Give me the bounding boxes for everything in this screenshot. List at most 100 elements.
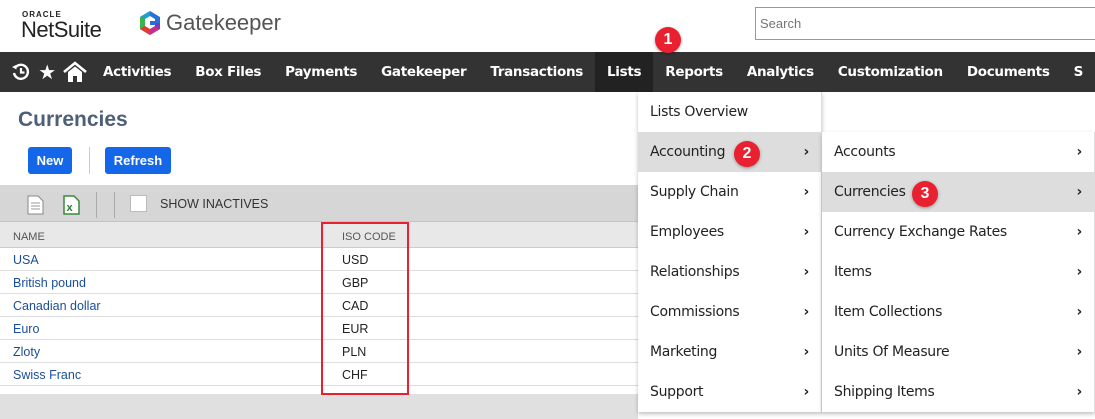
menu-item-label: Accounts (834, 144, 896, 160)
list-toolbar (0, 185, 638, 222)
chevron-right-icon: › (1076, 184, 1083, 200)
menu-item-label: Lists Overview (650, 104, 748, 120)
menu-item-label: Marketing (650, 344, 718, 360)
column-header-name[interactable]: NAME (13, 231, 45, 243)
page-title: Currencies (18, 108, 128, 131)
table-row (0, 248, 638, 271)
recent-icon[interactable] (11, 52, 31, 92)
menu-item-relationships[interactable]: Relationships › (638, 252, 822, 292)
divider (96, 192, 97, 218)
menu-item-lists-overview[interactable]: Lists Overview (638, 92, 822, 132)
step-badge-3: 3 (912, 181, 938, 207)
nav-gatekeeper[interactable]: Gatekeeper (381, 64, 467, 80)
netsuite-logo[interactable]: NetSuite (21, 17, 102, 42)
chevron-right-icon: › (1076, 264, 1083, 280)
chevron-right-icon: › (1076, 304, 1083, 320)
chevron-right-icon: › (803, 224, 810, 240)
menu-item-label: Shipping Items (834, 384, 935, 400)
currency-name-link[interactable]: USA (13, 253, 39, 267)
menu-item-accounts[interactable]: Accounts › (822, 132, 1095, 172)
currency-name-link[interactable]: Zloty (13, 345, 41, 359)
nav-box-files[interactable]: Box Files (195, 64, 262, 80)
home-icon[interactable] (63, 52, 88, 92)
chevron-right-icon: › (803, 344, 810, 360)
show-inactives-label: SHOW INACTIVES (160, 197, 269, 211)
iso-code: EUR (342, 322, 369, 336)
iso-code: PLN (342, 345, 367, 359)
table-row (0, 340, 638, 363)
divider (89, 147, 90, 174)
currency-name-link[interactable]: Euro (13, 322, 40, 336)
menu-item-item-collections[interactable]: Item Collections › (822, 292, 1095, 332)
export-excel-icon[interactable]: x (63, 195, 80, 220)
annotation-highlight-box (321, 222, 409, 395)
chevron-right-icon: › (1076, 224, 1083, 240)
iso-code: GBP (342, 276, 369, 290)
lists-menu: Lists Overview Accounting › Supply Chain › Em… (638, 92, 822, 412)
menu-item-label: Items (834, 264, 872, 280)
menu-item-support[interactable]: Support › (638, 372, 822, 412)
menu-item-employees[interactable]: Employees › (638, 212, 822, 252)
menu-item-label: Relationships (650, 264, 740, 280)
oracle-logo-text: ORACLE (22, 10, 62, 19)
menu-item-label: Item Collections (834, 304, 943, 320)
chevron-right-icon: › (803, 184, 810, 200)
iso-code: CAD (342, 299, 369, 313)
menu-item-label: Support (650, 384, 704, 400)
nav-analytics[interactable]: Analytics (746, 64, 814, 80)
menu-item-marketing[interactable]: Marketing › (638, 332, 822, 372)
currency-name-link[interactable]: Canadian dollar (13, 299, 101, 313)
menu-item-label: Supply Chain (650, 184, 739, 200)
print-icon[interactable] (27, 195, 44, 220)
menu-item-label: Employees (650, 224, 724, 240)
main-nav: ★ Activities Box Files Payments Gatekeep… (0, 52, 1095, 92)
chevron-right-icon: › (803, 384, 810, 400)
menu-item-label: Commissions (650, 304, 740, 320)
nav-documents[interactable]: Documents (966, 64, 1050, 80)
menu-item-currency-exchange-rates[interactable]: Currency Exchange Rates › (822, 212, 1095, 252)
menu-item-label: Accounting (650, 144, 726, 160)
svg-text:x: x (67, 202, 74, 214)
step-badge-1: 1 (655, 27, 681, 53)
iso-code: CHF (342, 368, 368, 382)
search-input[interactable] (755, 7, 1095, 40)
nav-transactions[interactable]: Transactions (490, 64, 583, 80)
menu-item-supply-chain[interactable]: Supply Chain › (638, 172, 822, 212)
gatekeeper-logo-icon (140, 11, 160, 35)
column-header-iso-code[interactable]: ISO CODE (342, 231, 396, 243)
table-row (0, 363, 638, 386)
gatekeeper-text: Gatekeeper (166, 10, 281, 35)
menu-item-label: Currency Exchange Rates (834, 224, 1007, 240)
chevron-right-icon: › (1076, 384, 1083, 400)
menu-item-units-of-measure[interactable]: Units Of Measure › (822, 332, 1095, 372)
chevron-right-icon: › (803, 144, 810, 160)
currency-name-link[interactable]: Swiss Franc (13, 368, 82, 382)
menu-item-label: Currencies (834, 184, 906, 200)
accounting-submenu: Accounts › Currencies › Currency Exchange Ra… (822, 132, 1095, 412)
menu-item-shipping-items[interactable]: Shipping Items › (822, 372, 1095, 412)
table-row (0, 294, 638, 317)
refresh-button[interactable]: Refresh (105, 147, 171, 174)
menu-item-accounting[interactable]: Accounting › (638, 132, 822, 172)
new-button[interactable]: New (28, 147, 72, 174)
chevron-right-icon: › (803, 304, 810, 320)
nav-lists[interactable]: Lists (595, 52, 654, 92)
show-inactives-checkbox[interactable] (130, 195, 147, 212)
menu-item-currencies[interactable]: Currencies › (822, 172, 1095, 212)
step-badge-2: 2 (734, 141, 760, 167)
nav-reports[interactable]: Reports (665, 64, 723, 80)
nav-payments[interactable]: Payments (285, 64, 358, 80)
nav-customization[interactable]: Customization (837, 64, 943, 80)
nav-activities[interactable]: Activities (102, 64, 172, 80)
menu-item-commissions[interactable]: Commissions › (638, 292, 822, 332)
menu-item-items[interactable]: Items › (822, 252, 1095, 292)
star-icon[interactable]: ★ (38, 61, 57, 84)
nav-more[interactable]: S (1073, 64, 1084, 80)
table-row (0, 271, 638, 294)
chevron-right-icon: › (1076, 144, 1083, 160)
divider (114, 192, 115, 218)
gatekeeper-logo[interactable]: Gatekeeper (138, 10, 281, 36)
menu-item-label: Units Of Measure (834, 344, 950, 360)
currency-name-link[interactable]: British pound (13, 276, 86, 290)
iso-code: USD (342, 253, 369, 267)
